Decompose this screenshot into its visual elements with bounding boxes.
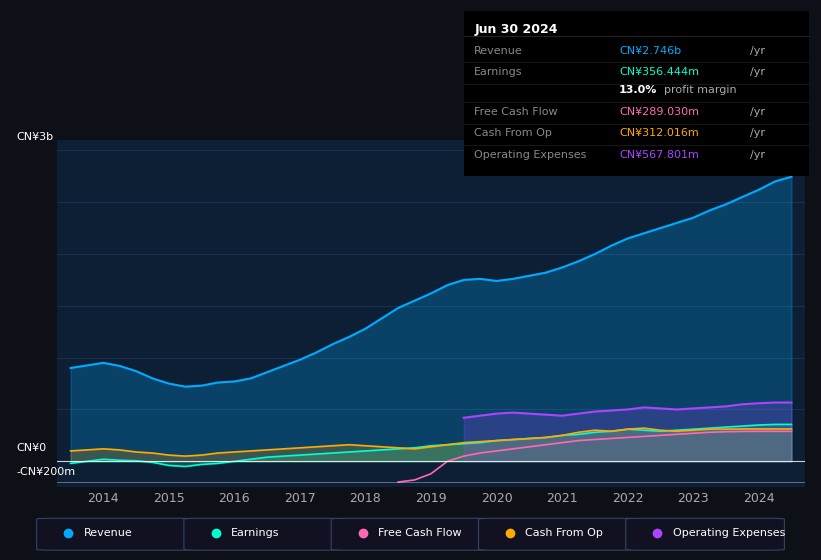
Text: profit margin: profit margin (664, 86, 736, 96)
FancyBboxPatch shape (331, 519, 490, 550)
FancyBboxPatch shape (37, 519, 195, 550)
Text: CN¥356.444m: CN¥356.444m (619, 67, 699, 77)
Text: Jun 30 2024: Jun 30 2024 (475, 23, 557, 36)
Text: CN¥3b: CN¥3b (16, 132, 53, 142)
Text: /yr: /yr (750, 46, 765, 56)
Text: CN¥2.746b: CN¥2.746b (619, 46, 681, 56)
Text: Free Cash Flow: Free Cash Flow (475, 107, 557, 117)
Text: Earnings: Earnings (231, 529, 279, 538)
Text: /yr: /yr (750, 128, 765, 138)
Text: Operating Expenses: Operating Expenses (475, 150, 586, 160)
Text: /yr: /yr (750, 150, 765, 160)
Text: Cash From Op: Cash From Op (525, 529, 603, 538)
Text: Revenue: Revenue (475, 46, 523, 56)
FancyBboxPatch shape (626, 519, 784, 550)
FancyBboxPatch shape (184, 519, 342, 550)
FancyBboxPatch shape (479, 519, 637, 550)
Text: Cash From Op: Cash From Op (475, 128, 552, 138)
Text: CN¥289.030m: CN¥289.030m (619, 107, 699, 117)
Text: Earnings: Earnings (475, 67, 523, 77)
Text: Operating Expenses: Operating Expenses (672, 529, 785, 538)
Text: Free Cash Flow: Free Cash Flow (378, 529, 461, 538)
Text: Revenue: Revenue (84, 529, 132, 538)
Text: /yr: /yr (750, 67, 765, 77)
Text: -CN¥200m: -CN¥200m (16, 466, 76, 477)
Text: CN¥0: CN¥0 (16, 443, 47, 453)
Text: 13.0%: 13.0% (619, 86, 658, 96)
Text: /yr: /yr (750, 107, 765, 117)
Text: CN¥567.801m: CN¥567.801m (619, 150, 699, 160)
Text: CN¥312.016m: CN¥312.016m (619, 128, 699, 138)
